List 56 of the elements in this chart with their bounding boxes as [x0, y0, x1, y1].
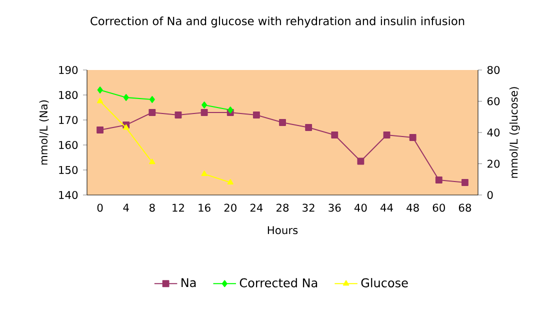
- chart-title: Correction of Na and glucose with rehydration and insulin infusion: [90, 16, 464, 28]
- y-axis-title: mmol/L (Na): [39, 100, 49, 165]
- point: [201, 170, 208, 176]
- point: [148, 109, 156, 116]
- x-tick-label: 32: [302, 204, 314, 212]
- legend-label: Glucose: [361, 278, 408, 288]
- x-tick-label: 68: [458, 204, 472, 212]
- point: [383, 132, 390, 138]
- point: [227, 179, 234, 184]
- x-tick-label: 36: [328, 204, 341, 212]
- point: [149, 158, 156, 164]
- x-tick-label: 8: [150, 204, 155, 212]
- x-tick-label: 40: [354, 204, 367, 212]
- legend-label: Corrected Na: [240, 278, 318, 288]
- point: [409, 134, 416, 141]
- point: [97, 86, 103, 94]
- x-tick-label: 24: [250, 204, 263, 212]
- y-tick-label: 180: [59, 90, 78, 100]
- point: [123, 124, 130, 130]
- y-tick-label: 150: [59, 166, 78, 174]
- y-tick-label: 160: [59, 140, 78, 150]
- x-tick-label: 48: [406, 204, 419, 212]
- x-tick-label: 12: [172, 204, 184, 212]
- y2-axis-title: mmol/L (glucose): [509, 87, 520, 178]
- point: [252, 112, 260, 118]
- y2-tick-label: 20: [487, 160, 500, 168]
- x-tick-label: 28: [276, 204, 289, 212]
- x-tick-label: 4: [123, 204, 129, 212]
- point: [305, 124, 312, 131]
- x-tick-label: 20: [224, 204, 236, 212]
- y2-tick-label: 40: [487, 128, 500, 137]
- x-tick-label: 60: [432, 204, 445, 212]
- point: [123, 94, 129, 101]
- point: [357, 158, 364, 165]
- y-tick-label: 170: [59, 116, 78, 124]
- point: [279, 119, 286, 126]
- point: [200, 109, 208, 116]
- point: [96, 126, 104, 134]
- x-tick-label: 16: [198, 204, 210, 212]
- point: [331, 132, 338, 138]
- y2-tick-label: 0: [487, 190, 493, 200]
- legend-label: Na: [182, 278, 196, 288]
- y2-tick-label: 60: [487, 97, 500, 106]
- point: [149, 96, 155, 103]
- y2-tick-label: 80: [487, 66, 500, 74]
- y-tick-label: 190: [59, 66, 78, 74]
- point: [96, 98, 104, 104]
- x-tick-label: 0: [97, 204, 103, 212]
- point: [462, 179, 468, 186]
- x-axis-title: Hours: [268, 226, 298, 234]
- point: [174, 112, 182, 118]
- x-tick-label: 44: [380, 204, 393, 212]
- y-tick-label: 140: [59, 190, 78, 200]
- point: [435, 176, 442, 184]
- point: [228, 106, 234, 114]
- point: [202, 102, 208, 108]
